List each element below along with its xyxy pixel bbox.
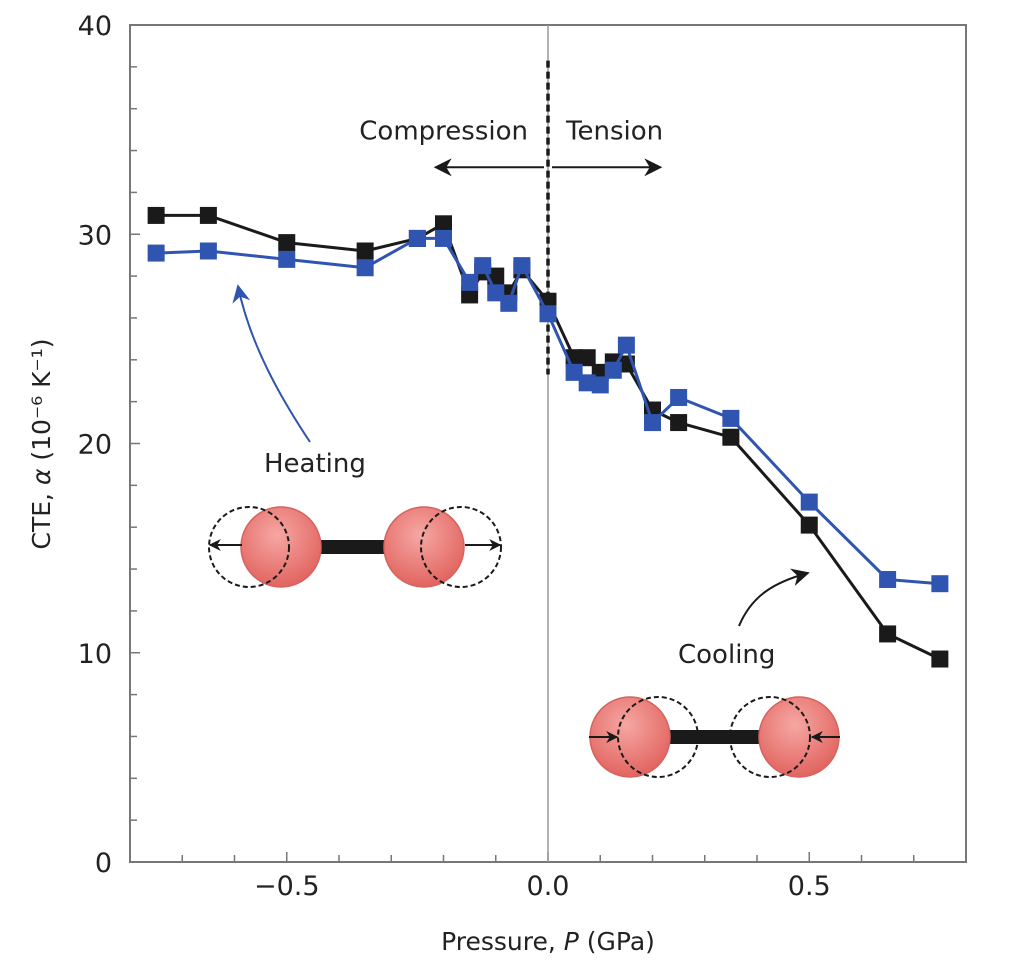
data-point-marker: [617, 336, 635, 354]
compression-label: Compression: [359, 116, 528, 146]
data-point-marker: [147, 206, 165, 224]
bond-icon: [318, 540, 390, 554]
heating-label: Heating: [264, 449, 366, 479]
data-point-marker: [435, 229, 452, 247]
x-axis-tick-labels: −0.5 0.0 0.5: [254, 871, 831, 902]
x-axis-title-prefix: Pressure,: [441, 927, 564, 956]
contracting-molecule-illustration: [589, 696, 840, 778]
series-layer: [147, 206, 949, 668]
data-point-marker: [199, 242, 217, 260]
y-axis-ticks: [130, 66, 140, 821]
displaced-atom-outline-icon: [617, 696, 699, 778]
y-tick-label: 10: [78, 639, 112, 670]
data-point-marker: [278, 234, 296, 252]
bond-icon: [668, 730, 762, 744]
data-point-marker: [487, 284, 505, 302]
data-point-marker: [356, 259, 374, 277]
data-point-marker: [539, 305, 557, 323]
x-axis-title: Pressure, P (GPa): [441, 927, 655, 956]
data-point-marker: [461, 273, 479, 291]
data-point-marker: [356, 242, 374, 260]
x-tick-label: 0.0: [527, 871, 570, 902]
data-point-marker: [578, 374, 596, 392]
data-point-marker: [199, 206, 217, 224]
data-point-marker: [670, 388, 688, 406]
y-tick-label: 20: [78, 430, 112, 461]
data-point-marker: [722, 428, 740, 446]
data-point-marker: [474, 257, 492, 275]
data-point-marker: [931, 650, 949, 668]
data-point-marker: [644, 414, 661, 432]
cooling-label: Cooling: [678, 640, 775, 670]
data-point-marker: [591, 376, 609, 394]
y-tick-label: 40: [78, 11, 112, 42]
displaced-atom-outline-icon: [208, 506, 290, 588]
y-tick-label: 0: [95, 848, 112, 879]
y-axis-title-variable: α: [27, 468, 56, 485]
data-point-marker: [500, 294, 518, 312]
data-point-marker: [931, 575, 949, 593]
y-axis-title: CTE, α (10⁻⁶ K⁻¹): [27, 339, 56, 550]
heating-arrow-icon: [232, 284, 311, 443]
tension-label: Tension: [565, 116, 663, 146]
data-point-marker: [278, 250, 296, 268]
expanding-molecule-illustration: [208, 506, 502, 588]
x-tick-label: −0.5: [254, 871, 320, 902]
x-tick-label: 0.5: [788, 871, 831, 902]
data-point-marker: [800, 516, 818, 534]
y-axis-tick-labels: 0 10 20 30 40: [78, 11, 112, 879]
x-axis-title-variable: P: [564, 927, 580, 956]
data-point-marker: [513, 257, 531, 275]
data-point-marker: [722, 409, 740, 427]
data-point-marker: [435, 215, 452, 233]
data-point-marker: [578, 349, 596, 367]
data-point-marker: [800, 493, 818, 511]
data-point-marker: [604, 361, 622, 379]
data-point-marker: [670, 414, 688, 432]
x-axis-title-unit: (GPa): [579, 927, 655, 956]
data-point-marker: [408, 229, 426, 247]
y-axis-title-unit: (10⁻⁶ K⁻¹): [27, 339, 56, 469]
x-axis-ticks: [181, 852, 915, 862]
data-point-marker: [487, 267, 505, 285]
atom-icon: [240, 506, 322, 588]
y-tick-label: 30: [78, 220, 112, 251]
data-point-marker: [565, 363, 583, 381]
data-point-marker: [879, 571, 897, 589]
displaced-atom-outline-icon: [729, 696, 811, 778]
data-point-marker: [879, 625, 897, 643]
cooling-arrow-icon: [738, 568, 810, 627]
series-blue: [147, 229, 949, 593]
atom-icon: [383, 506, 465, 588]
data-point-marker: [147, 244, 165, 262]
y-axis-title-prefix: CTE,: [27, 485, 56, 549]
